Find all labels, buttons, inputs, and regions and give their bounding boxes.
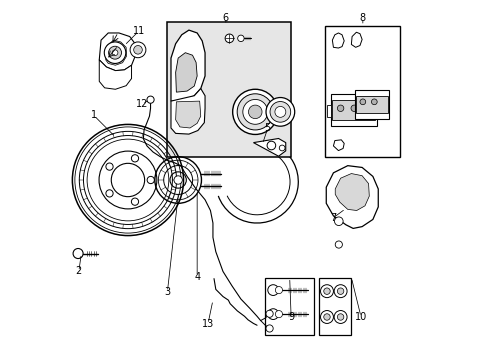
Polygon shape: [99, 33, 135, 71]
Text: 4: 4: [194, 272, 200, 282]
Bar: [319, 278, 351, 335]
Circle shape: [265, 325, 273, 332]
Text: 2: 2: [76, 266, 82, 276]
Bar: [167, 22, 290, 157]
Circle shape: [350, 105, 357, 112]
Circle shape: [359, 99, 365, 105]
Text: 5: 5: [264, 123, 270, 133]
Polygon shape: [325, 166, 378, 228]
Polygon shape: [175, 53, 197, 92]
Circle shape: [267, 309, 278, 319]
Circle shape: [337, 105, 343, 112]
Circle shape: [237, 35, 244, 41]
Circle shape: [320, 285, 333, 298]
Circle shape: [334, 217, 343, 226]
Circle shape: [224, 34, 233, 42]
Circle shape: [364, 105, 370, 112]
Text: 13: 13: [202, 319, 214, 329]
Circle shape: [133, 45, 142, 54]
Polygon shape: [99, 60, 131, 89]
Circle shape: [237, 94, 273, 130]
Circle shape: [266, 141, 275, 150]
Bar: [265, 278, 313, 335]
Circle shape: [279, 145, 285, 151]
Circle shape: [371, 99, 376, 105]
Text: 11: 11: [132, 26, 144, 36]
Circle shape: [275, 311, 282, 318]
Polygon shape: [105, 40, 126, 65]
Text: 1: 1: [91, 111, 97, 121]
Bar: [325, 26, 400, 157]
Text: 12: 12: [136, 99, 148, 109]
Polygon shape: [351, 32, 362, 47]
Circle shape: [275, 287, 282, 294]
Bar: [330, 94, 376, 126]
Text: 10: 10: [354, 312, 366, 322]
Circle shape: [320, 311, 333, 323]
Circle shape: [269, 102, 290, 122]
Circle shape: [73, 248, 83, 258]
Circle shape: [112, 50, 118, 55]
Circle shape: [337, 314, 343, 320]
Circle shape: [104, 42, 125, 63]
Circle shape: [108, 46, 121, 59]
Circle shape: [147, 96, 154, 103]
Bar: [332, 100, 375, 120]
Bar: [354, 90, 388, 119]
Polygon shape: [332, 33, 344, 48]
Circle shape: [333, 285, 346, 298]
Text: 8: 8: [359, 13, 365, 23]
Circle shape: [174, 176, 182, 184]
Circle shape: [265, 98, 294, 126]
Circle shape: [265, 310, 273, 318]
Circle shape: [130, 42, 145, 58]
Circle shape: [337, 288, 343, 294]
Polygon shape: [171, 30, 204, 101]
Circle shape: [243, 99, 267, 124]
Circle shape: [267, 285, 278, 296]
Polygon shape: [175, 101, 201, 128]
Text: 9: 9: [287, 312, 294, 322]
Text: 6: 6: [223, 13, 228, 23]
Circle shape: [323, 288, 329, 294]
Circle shape: [333, 311, 346, 323]
Circle shape: [335, 241, 342, 248]
Bar: [376, 105, 381, 117]
Polygon shape: [171, 89, 204, 134]
Circle shape: [323, 314, 329, 320]
Text: 3: 3: [164, 287, 170, 297]
Circle shape: [274, 107, 285, 117]
Polygon shape: [333, 140, 344, 150]
Polygon shape: [253, 139, 285, 156]
Circle shape: [232, 89, 277, 134]
Circle shape: [248, 105, 262, 119]
Bar: [326, 105, 330, 117]
Bar: [356, 96, 387, 113]
Polygon shape: [335, 174, 368, 211]
Text: 7: 7: [329, 213, 336, 222]
